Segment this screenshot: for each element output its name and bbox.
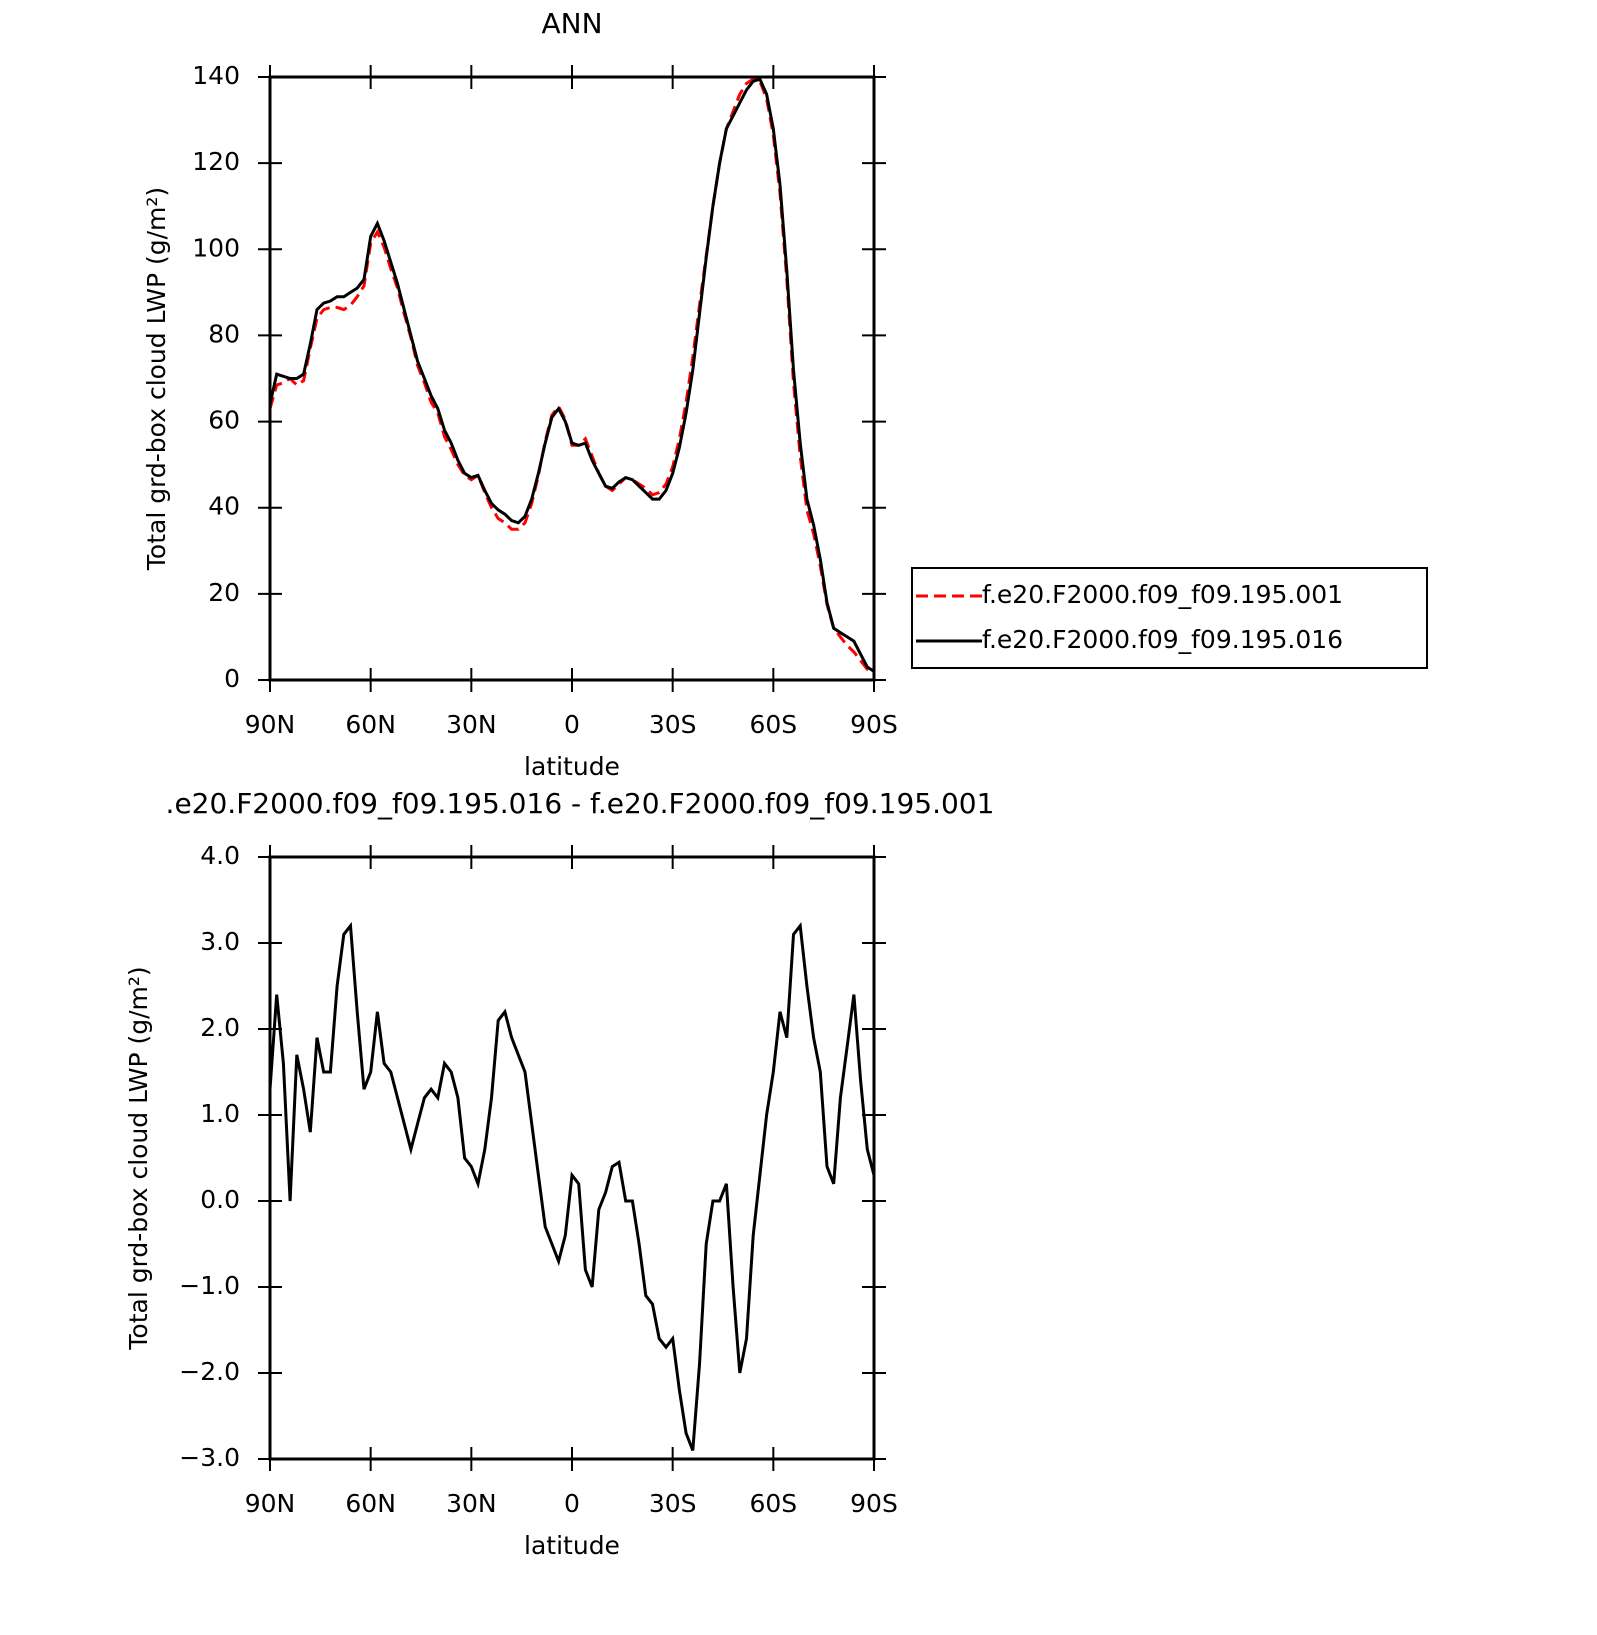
y-tick-label: 140	[192, 61, 240, 90]
y-axis-label: Total grd-box cloud LWP (g/m²)	[124, 966, 153, 1350]
y-tick-label: 2.0	[200, 1013, 240, 1042]
x-tick-label: 30N	[446, 1489, 497, 1518]
legend-box	[911, 567, 1428, 669]
y-tick-label: −1.0	[179, 1271, 240, 1300]
data-line	[268, 77, 875, 675]
y-tick-label: −3.0	[179, 1443, 240, 1472]
x-tick-label: 0	[564, 1489, 580, 1518]
x-tick-label: 90N	[245, 710, 296, 739]
legend-label: f.e20.F2000.f09_f09.195.016	[982, 625, 1343, 654]
x-tick-label: 30N	[446, 710, 497, 739]
y-tick-label: 0	[224, 664, 240, 693]
data-line	[268, 77, 875, 673]
y-tick-label: 60	[208, 406, 240, 435]
chart-title: .e20.F2000.f09_f09.195.016 - f.e20.F2000…	[166, 787, 995, 820]
x-tick-label: 60N	[345, 710, 396, 739]
x-tick-label: 60N	[345, 1489, 396, 1518]
y-tick-label: 80	[208, 319, 240, 348]
x-tick-label: 90S	[850, 1489, 898, 1518]
x-tick-label: 90N	[245, 1489, 296, 1518]
y-tick-label: 100	[192, 233, 240, 262]
x-axis-label: latitude	[524, 752, 620, 781]
y-tick-label: −2.0	[179, 1357, 240, 1386]
data-line	[268, 921, 876, 1451]
y-tick-label: 3.0	[200, 927, 240, 956]
y-tick-label: 4.0	[200, 841, 240, 870]
plot-frame	[268, 855, 876, 1461]
y-tick-label: 40	[208, 492, 240, 521]
x-tick-label: 60S	[749, 1489, 797, 1518]
y-tick-label: 1.0	[200, 1099, 240, 1128]
legend-label: f.e20.F2000.f09_f09.195.001	[982, 580, 1343, 609]
y-tick-label: 120	[192, 147, 240, 176]
y-axis-label: Total grd-box cloud LWP (g/m²)	[142, 187, 171, 571]
y-tick-label: 0.0	[200, 1185, 240, 1214]
chart-title: ANN	[541, 7, 602, 40]
x-tick-label: 0	[564, 710, 580, 739]
x-tick-label: 90S	[850, 710, 898, 739]
x-tick-label: 30S	[649, 710, 697, 739]
x-tick-label: 60S	[749, 710, 797, 739]
x-axis-label: latitude	[524, 1531, 620, 1560]
x-tick-label: 30S	[649, 1489, 697, 1518]
plot-frame	[268, 75, 876, 682]
y-tick-label: 20	[208, 578, 240, 607]
